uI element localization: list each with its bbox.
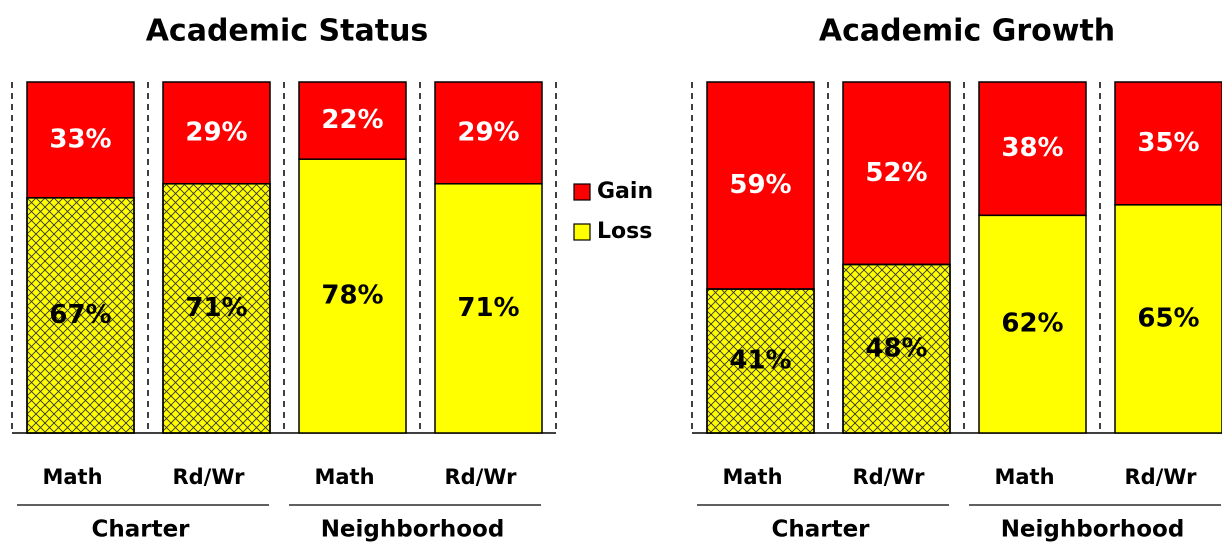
legend-swatch [573,183,591,201]
value-label: 48% [865,333,927,363]
bar-segment [298,81,407,160]
value-label: 35% [1137,128,1199,158]
value-label: 52% [865,158,927,188]
value-label: 29% [457,117,519,147]
hatch [26,197,135,434]
bar-segment [978,81,1087,217]
x-tick-label: Rd/Wr [444,465,517,489]
bar-segment [706,81,815,290]
bar-segment [434,81,543,185]
x-tick-label: Rd/Wr [852,465,925,489]
value-label: 38% [1001,133,1063,163]
value-label: 65% [1137,303,1199,333]
hatch [706,288,815,434]
legend-label: Loss [597,219,652,244]
value-label: 22% [321,105,383,135]
value-label: 41% [729,346,791,376]
bar-segment [978,214,1087,434]
value-label: 33% [49,124,111,154]
chart-title: Academic Status [146,14,429,49]
chart-title: Academic Growth [819,14,1115,49]
value-label: 71% [185,293,247,323]
x-tick-label: Rd/Wr [172,465,245,489]
bar-segment [1114,204,1222,434]
value-label: 78% [321,281,383,311]
group-label: Neighborhood [1001,517,1185,543]
value-label: 71% [457,293,519,323]
bar-segment [434,183,543,434]
value-label: 62% [1001,309,1063,339]
x-tick-label: Math [722,465,782,489]
x-tick-label: Math [42,465,102,489]
legend-swatch [573,223,591,241]
bar-segment [162,81,271,185]
bar-segment [842,81,951,266]
x-tick-label: Math [314,465,374,489]
hatch [162,183,271,434]
bar-segment [26,81,135,199]
x-tick-label: Math [994,465,1054,489]
value-label: 59% [729,170,791,200]
value-label: 67% [49,300,111,330]
x-tick-label: Rd/Wr [1124,465,1197,489]
hatch [842,263,951,434]
value-label: 29% [185,117,247,147]
legend-label: Gain [597,179,653,204]
group-label: Charter [771,517,870,543]
group-label: Neighborhood [321,517,505,543]
bar-segment [298,158,407,434]
group-label: Charter [91,517,190,543]
